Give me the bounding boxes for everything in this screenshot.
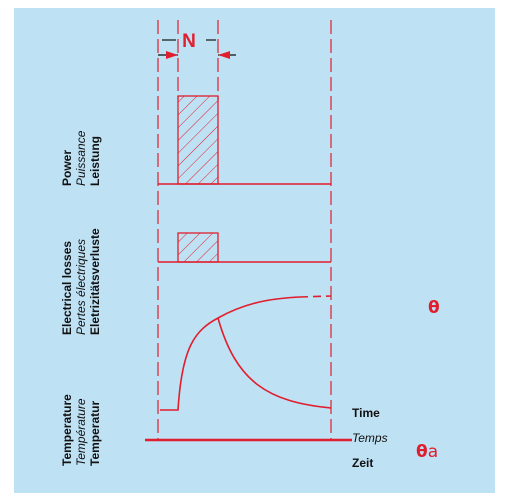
losses-label-en: Electrical losses (60, 241, 74, 335)
power-pulse-block (177, 95, 219, 185)
cooling-curve (217, 317, 332, 409)
steady-state-curve-solid (217, 296, 301, 319)
temperature-graph (160, 295, 332, 411)
time-axis-labels: Time Temps Zeit (352, 406, 388, 470)
power-label-group: Power Puissance Leistung (60, 130, 102, 186)
theta-ambient-symbol: θa (416, 442, 438, 462)
power-label-en: Power (60, 150, 74, 186)
time-label-fr: Temps (352, 431, 388, 445)
duration-arrow-left-head (166, 51, 178, 59)
losses-label-group: Electrical losses Pertes électriques Ele… (60, 228, 102, 335)
theta-symbol: θ (428, 298, 440, 318)
time-label-en: Time (352, 406, 380, 420)
steady-state-curve-dashed (299, 295, 332, 298)
theta-ambient-subscript: a (428, 442, 438, 462)
duration-marker: N (158, 31, 236, 59)
temperature-label-de: Temperatur (88, 401, 102, 466)
power-label-fr: Puissance (74, 130, 88, 186)
boundary-lines (157, 20, 332, 440)
theta-ambient-base: θ (416, 442, 428, 462)
temperature-label-fr: Température (74, 398, 88, 466)
diagram-background (14, 8, 495, 493)
heating-curve (160, 317, 219, 411)
time-label-de: Zeit (352, 456, 373, 470)
temperature-label-en: Temperature (60, 394, 74, 466)
power-graph (158, 95, 331, 185)
losses-graph (158, 232, 331, 263)
temperature-label-group: Temperature Température Temperatur (60, 394, 102, 466)
losses-label-de: Eletrizitätsverluste (88, 228, 102, 335)
power-label-de: Leistung (88, 136, 102, 186)
duration-label: N (182, 31, 196, 52)
duration-arrow-right-head (218, 51, 230, 59)
losses-label-fr: Pertes électriques (74, 239, 88, 335)
losses-pulse-block (177, 232, 219, 263)
